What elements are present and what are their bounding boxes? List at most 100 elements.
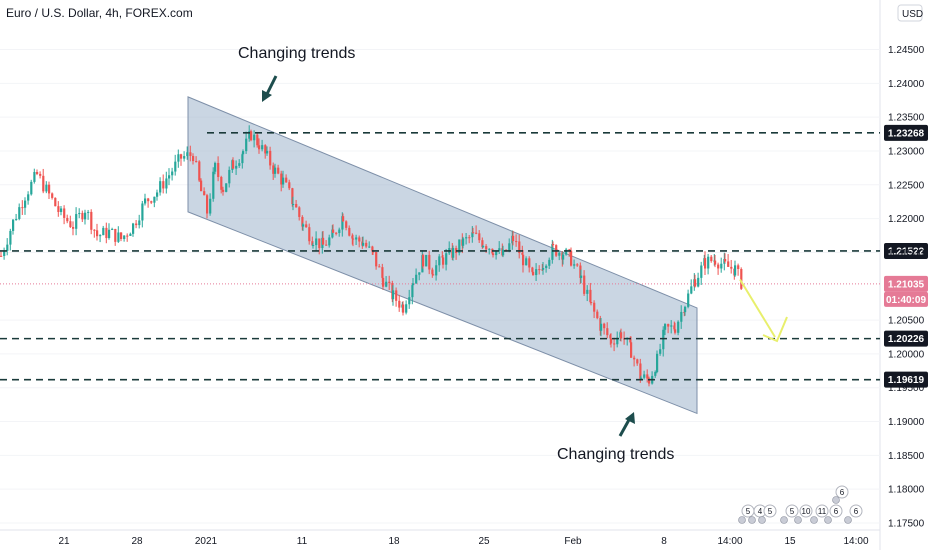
candle	[636, 358, 639, 366]
candle	[253, 130, 256, 148]
x-tick-label: 14:00	[717, 536, 742, 547]
candle	[545, 264, 548, 273]
candle	[687, 289, 690, 309]
candle	[593, 300, 596, 319]
time-axis[interactable]: 21 28 2021 11 18 25 Feb 8 14:00 15 14:00	[58, 536, 869, 547]
candle	[640, 375, 643, 380]
candle	[425, 254, 428, 267]
candle	[33, 168, 36, 184]
candle	[288, 179, 291, 191]
event-count: 6	[834, 507, 839, 516]
candle	[562, 251, 565, 265]
event-badge[interactable]: 5	[785, 504, 799, 518]
level-tag	[884, 124, 928, 141]
candle	[717, 262, 720, 275]
candle	[432, 270, 435, 276]
candle	[471, 226, 474, 243]
candle	[165, 171, 168, 194]
candle	[606, 322, 609, 339]
candle	[138, 214, 141, 229]
event-flag-icon[interactable]	[748, 516, 756, 524]
candle	[42, 168, 45, 194]
event-flag-icon[interactable]	[780, 516, 788, 524]
event-flag-icon[interactable]	[738, 516, 746, 524]
candle	[39, 171, 42, 179]
candle	[60, 206, 63, 216]
candle	[90, 209, 93, 235]
event-flag-icon[interactable]	[794, 516, 802, 524]
y-tick-label: 1.23500	[888, 113, 925, 124]
x-tick-label: 15	[784, 536, 796, 547]
candle	[75, 207, 78, 236]
candle	[398, 294, 401, 312]
grid	[0, 49, 880, 524]
economic-events[interactable]: 5 4 5 5 10 11 6 66	[738, 485, 863, 524]
event-badge[interactable]: 5	[741, 504, 755, 518]
candle	[714, 254, 717, 268]
candle	[328, 234, 331, 248]
event-badge[interactable]: 5	[763, 504, 777, 518]
countdown-tag	[884, 291, 928, 307]
candle	[203, 187, 206, 196]
candle	[54, 197, 57, 207]
annotation-bottom: Changing trends	[557, 446, 674, 463]
candle	[264, 144, 267, 159]
candle	[541, 263, 544, 271]
candle	[241, 152, 244, 169]
candle	[282, 170, 285, 188]
level-tag-label: 1.20226	[888, 334, 925, 345]
y-tick-label: 1.18500	[888, 451, 925, 462]
event-flag-icon[interactable]	[844, 516, 852, 524]
current-price-tag	[884, 275, 928, 292]
candle	[238, 159, 241, 168]
event-flag-icon[interactable]	[824, 516, 832, 524]
candle	[78, 208, 81, 219]
candle	[358, 235, 361, 248]
candle	[338, 227, 341, 237]
candle	[24, 197, 27, 215]
candle	[168, 168, 171, 186]
candle	[212, 167, 215, 202]
candle	[438, 254, 441, 272]
candle	[542, 261, 545, 275]
candle	[348, 225, 351, 237]
candle	[9, 228, 12, 251]
y-tick-label: 1.17500	[888, 519, 925, 530]
y-tick-label: 1.21500	[888, 248, 925, 259]
event-count: 11	[818, 507, 827, 516]
candle	[610, 333, 613, 348]
candle	[171, 167, 174, 181]
y-tick-label: 1.24000	[888, 79, 925, 90]
symbol-title[interactable]: Euro / U.S. Dollar, 4h, FOREX.com	[6, 6, 193, 20]
event-badge[interactable]: 6	[849, 504, 863, 518]
candle	[552, 241, 555, 248]
candle	[242, 149, 245, 159]
candle	[141, 200, 144, 228]
candle	[198, 160, 201, 183]
candle	[551, 239, 554, 264]
candle	[458, 239, 461, 256]
event-badge[interactable]: 6	[829, 504, 843, 518]
horizontal-levels[interactable]: 1.23268 1.21522 1.20226 1.19619 1.21035 01:40…	[0, 124, 928, 388]
candle	[232, 157, 235, 169]
candle	[667, 323, 670, 334]
event-flag-icon[interactable]	[758, 516, 766, 524]
candle	[408, 289, 411, 309]
candle	[528, 256, 531, 273]
candle	[472, 227, 475, 234]
candle	[108, 223, 111, 240]
event-flag-icon[interactable]	[832, 496, 840, 504]
event-flag-icon[interactable]	[810, 516, 818, 524]
candle	[558, 250, 561, 261]
price-axis[interactable]: 1.24500 1.24000 1.23500 1.23000 1.22500 1.220…	[888, 45, 925, 529]
candle	[305, 220, 308, 228]
event-badge[interactable]: 10	[799, 504, 813, 518]
candle	[475, 225, 478, 235]
event-badge[interactable]: 11	[815, 504, 829, 518]
event-badge[interactable]: 6	[835, 485, 849, 499]
currency-button[interactable]: USD	[897, 4, 923, 22]
candle	[66, 214, 69, 224]
event-count: 6	[854, 507, 859, 516]
